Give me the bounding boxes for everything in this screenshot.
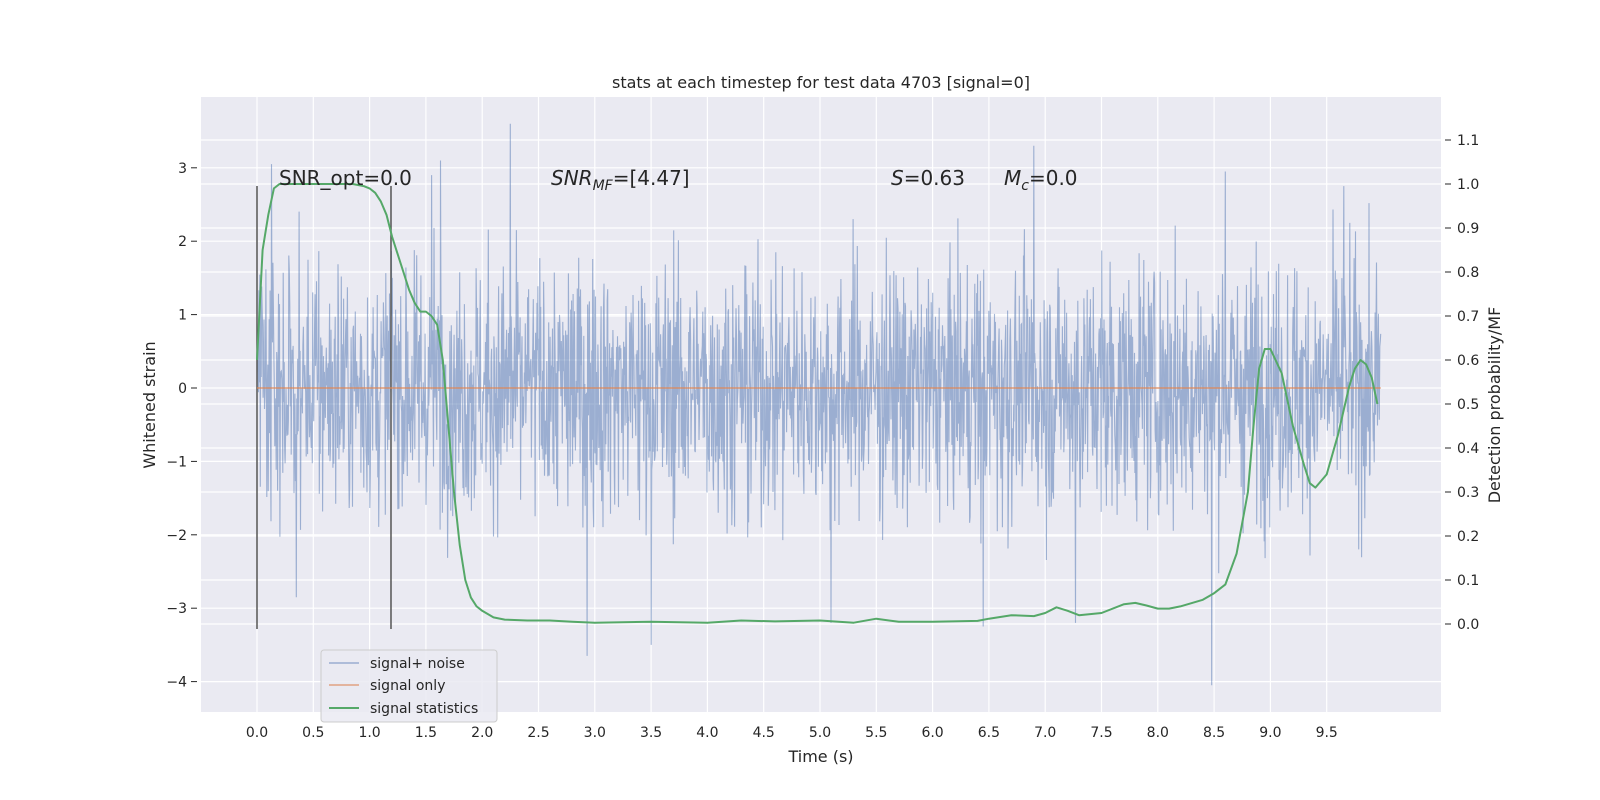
left-y-axis-ticks: 3 2 1 0 −1 −2 −3 −4 — [166, 161, 197, 691]
right-y-tick-label: 0.9 — [1457, 221, 1479, 237]
right-y-axis-label: Detection probability/MF — [1485, 307, 1504, 504]
x-tick-label: 8.0 — [1147, 725, 1169, 741]
x-axis-label: Time (s) — [787, 747, 853, 766]
right-y-tick-label: 0.8 — [1457, 265, 1479, 281]
x-tick-label: 2.0 — [471, 725, 493, 741]
right-y-tick-label: 0.4 — [1457, 441, 1479, 457]
legend-label-signal-statistics: signal statistics — [370, 701, 478, 717]
x-tick-label: 7.5 — [1090, 725, 1112, 741]
left-y-tick-label: −1 — [166, 454, 187, 470]
snr-mf-symbol: SNR — [551, 166, 593, 190]
x-tick-label: 5.0 — [809, 725, 831, 741]
left-y-tick-label: 2 — [178, 234, 187, 250]
left-y-tick-label: −2 — [166, 528, 187, 544]
s-annotation: S=0.63 — [891, 166, 965, 190]
x-tick-label: 6.0 — [921, 725, 943, 741]
s-symbol: S — [891, 166, 904, 190]
signal-statistics-line — [256, 183, 1379, 624]
left-y-tick-label: 3 — [178, 161, 187, 177]
x-tick-label: 0.0 — [246, 725, 268, 741]
left-y-tick-label: −4 — [166, 675, 187, 691]
x-tick-label: 2.5 — [527, 725, 549, 741]
right-y-tick-label: 0.3 — [1457, 485, 1479, 501]
x-tick-label: 7.0 — [1034, 725, 1056, 741]
snr-mf-annotation: SNRMF=[4.47] — [551, 166, 690, 194]
x-tick-label: 5.5 — [865, 725, 887, 741]
legend: signal+ noise signal only signal statist… — [320, 649, 498, 723]
x-tick-label: 1.0 — [358, 725, 380, 741]
right-y-axis-ticks: 1.1 1.0 0.9 0.8 0.7 0.6 0.5 0.4 0.3 0.2 0.1 0.0 — [1445, 133, 1479, 633]
left-y-axis-label: Whitened strain — [140, 341, 159, 468]
right-y-tick-label: 0.7 — [1457, 309, 1479, 325]
legend-label-signal-noise: signal+ noise — [370, 656, 465, 672]
x-axis-ticks: 0.0 0.5 1.0 1.5 2.0 2.5 3.0 3.5 4.0 4.5 5.0 5.5 6.0 6… — [246, 725, 1338, 741]
x-tick-label: 8.5 — [1203, 725, 1225, 741]
mc-annotation: Mc=0.0 — [1004, 166, 1078, 194]
snr-mf-subscript: MF — [593, 178, 614, 194]
x-tick-label: 4.0 — [696, 725, 718, 741]
mc-symbol: M — [1004, 166, 1021, 190]
x-tick-label: 3.0 — [584, 725, 606, 741]
x-tick-label: 9.5 — [1316, 725, 1338, 741]
right-y-tick-label: 1.0 — [1457, 177, 1479, 193]
signal-plus-noise-series — [256, 123, 1382, 686]
right-y-tick-label: 0.0 — [1457, 617, 1479, 633]
right-y-tick-label: 0.1 — [1457, 573, 1479, 589]
right-y-tick-label: 0.2 — [1457, 529, 1479, 545]
left-y-tick-label: 1 — [178, 308, 187, 324]
left-y-tick-label: 0 — [178, 381, 187, 397]
snr-mf-value: =[4.47] — [613, 166, 690, 190]
signal-plus-noise-line — [256, 123, 1382, 686]
mc-value: =0.0 — [1029, 166, 1078, 190]
x-tick-label: 9.0 — [1259, 725, 1281, 741]
x-tick-label: 1.5 — [415, 725, 437, 741]
left-y-tick-label: −3 — [166, 601, 187, 617]
legend-box — [320, 649, 498, 723]
x-tick-label: 3.5 — [640, 725, 662, 741]
x-tick-label: 4.5 — [753, 725, 775, 741]
legend-label-signal-only: signal only — [370, 678, 445, 694]
chart-title: stats at each timestep for test data 470… — [612, 73, 1030, 92]
x-tick-label: 0.5 — [302, 725, 324, 741]
snr-opt-annotation: SNR_opt=0.0 — [279, 166, 412, 190]
right-y-tick-label: 0.6 — [1457, 353, 1479, 369]
x-tick-label: 6.5 — [978, 725, 1000, 741]
mc-subscript: c — [1021, 178, 1029, 194]
right-y-tick-label: 1.1 — [1457, 133, 1479, 149]
signal-statistics-series — [256, 183, 1379, 624]
s-value: =0.63 — [904, 166, 965, 190]
vertical-markers — [256, 186, 392, 629]
right-y-tick-label: 0.5 — [1457, 397, 1479, 413]
